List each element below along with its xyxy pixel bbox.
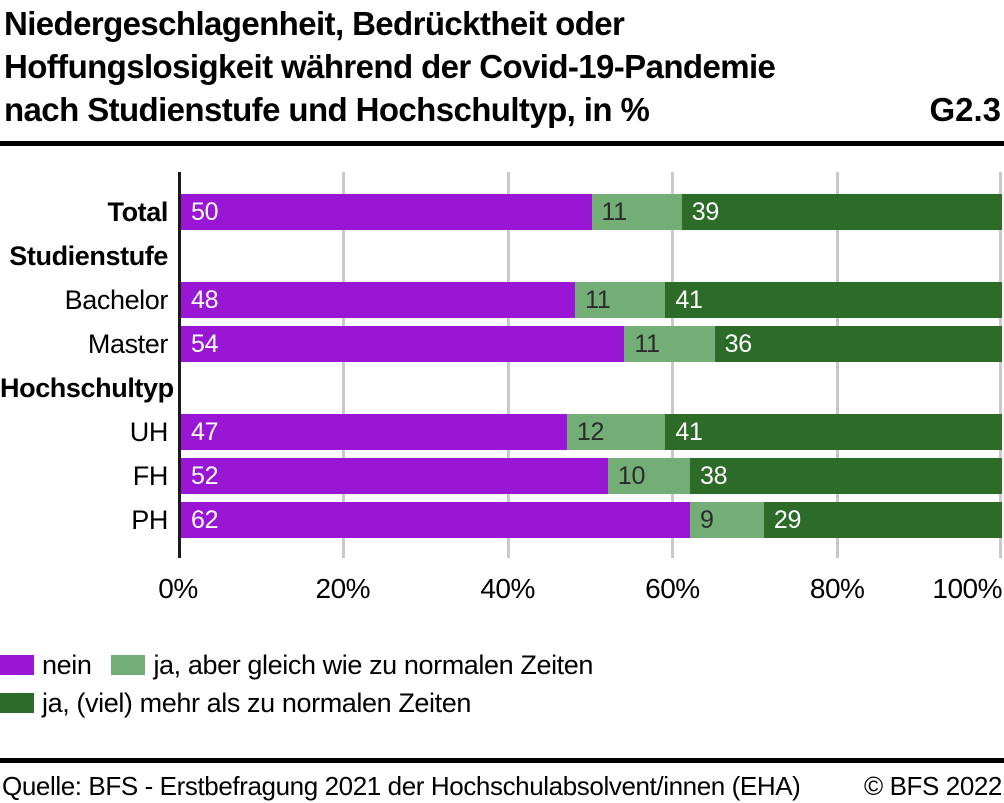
legend: nein ja, aber gleich wie zu normalen Zeit… [0,646,1004,722]
bar-value-label: 52 [191,462,219,490]
gridline-80 [836,172,840,558]
bar-value-label: 48 [191,286,219,314]
footer: Quelle: BFS - Erstbefragung 2021 der Hoc… [2,771,1002,802]
bar-value-label: 41 [675,418,703,446]
bar-value-label: 41 [675,286,703,314]
bar-value-label: 36 [724,330,753,358]
bar-segment: 41 [665,414,1002,450]
category-labels: Total Studienstufe Bachelor Master Hochschul… [0,0,174,803]
bar-value-label: 9 [700,506,714,534]
gridline-20 [341,172,345,558]
bar-total: 50 11 39 [181,194,1002,230]
bar-segment: 54 [181,326,625,362]
bar-segment: 48 [181,282,576,318]
stacked-bar-plot: 50 11 39 48 11 41 54 11 36 47 12 41 52 10 38 62 9 29 [178,172,1002,558]
legend-item: ja, (viel) mehr als zu normalen Zeiten [0,688,471,719]
title-divider [0,141,1004,146]
legend-item: nein [0,649,92,681]
gridline-100 [999,172,1002,558]
bar-value-label: 29 [773,506,802,534]
legend-row: nein ja, aber gleich wie zu normalen Zeit… [0,646,1004,684]
copyright-text: © BFS 2022 [863,771,1002,801]
bar-value-label: 11 [601,198,628,226]
legend-swatch [0,693,34,713]
legend-swatch [0,655,34,675]
category-label-bachelor: Bachelor [64,285,169,315]
category-label-ph: PH [131,505,168,535]
bar-segment: 47 [181,414,567,450]
y-axis-line [178,172,181,558]
bar-value-label: 10 [617,462,646,490]
gridline-40 [506,172,510,558]
category-label-master: Master [87,329,169,359]
bar-segment: 10 [607,458,690,494]
bar-segment: 11 [591,194,682,230]
bar-value-label: 39 [691,198,720,226]
bar-ph: 62 9 29 [181,502,1002,538]
x-tick-label-0: 0% [158,573,198,604]
bar-value-label: 50 [191,198,219,226]
category-label-fh: FH [132,461,169,491]
legend-label: ja, (viel) mehr als zu normalen Zeiten [42,687,471,718]
category-label-uh: UH [129,417,169,447]
legend-item: ja, aber gleich wie zu normalen Zeiten [111,650,593,681]
bar-fh: 52 10 38 [181,458,1002,494]
chart-title: Niedergeschlagenheit, Bedrücktheit oder … [4,2,864,131]
bar-segment: 41 [665,282,1002,318]
bar-segment: 62 [181,502,691,538]
chart-title-line-1: Niedergeschlagenheit, Bedrücktheit oder [4,5,625,42]
x-tick-label-100: 100% [932,573,1002,604]
bar-uh: 47 12 41 [181,414,1002,450]
bar-segment: 11 [575,282,666,318]
x-tick-label-60: 60% [645,573,700,604]
bar-segment: 36 [714,326,1002,362]
category-label-total: Total [107,197,169,227]
bar-bachelor: 48 11 41 [181,282,1002,318]
bar-value-label: 38 [700,462,728,490]
source-text: Quelle: BFS - Erstbefragung 2021 der Hoc… [2,771,801,801]
bar-segment: 12 [566,414,666,450]
bar-value-label: 11 [634,330,660,358]
x-tick-label-80: 80% [809,573,865,604]
bar-segment: 50 [181,194,592,230]
group-label-hochschultyp: Hochschultyp [0,373,174,403]
group-label-studienstufe: Studienstufe [9,241,168,271]
legend-row: ja, (viel) mehr als zu normalen Zeiten [0,684,1004,722]
graph-id: G2.3 [929,91,1001,128]
legend-label: ja, aber gleich wie zu normalen Zeiten [153,649,593,680]
bar-master: 54 11 36 [181,326,1002,362]
x-tick-label-40: 40% [480,573,535,604]
bar-segment: 29 [763,502,1002,538]
x-axis: 0% 20% 40% 60% 80% 100% [158,573,1002,607]
bar-value-label: 11 [585,286,611,314]
bar-segment: 39 [681,194,1002,230]
bar-segment: 38 [690,458,1002,494]
legend-label: nein [42,649,92,680]
bar-segment: 11 [624,326,715,362]
chart-title-line-3: nach Studienstufe und Hochschultyp, in % [4,91,650,128]
bar-segment: 9 [690,502,764,538]
bar-segment: 52 [181,458,608,494]
bar-value-label: 12 [576,418,605,446]
bar-value-label: 62 [191,506,219,534]
x-tick-label-20: 20% [315,573,371,604]
chart-title-line-2: Hoffungslosigkeit während der Covid-19-P… [4,48,776,85]
gridline-60 [671,172,675,558]
footer-divider [0,758,1004,763]
bar-value-label: 47 [191,418,219,446]
legend-swatch [111,655,146,675]
bar-value-label: 54 [191,330,219,358]
